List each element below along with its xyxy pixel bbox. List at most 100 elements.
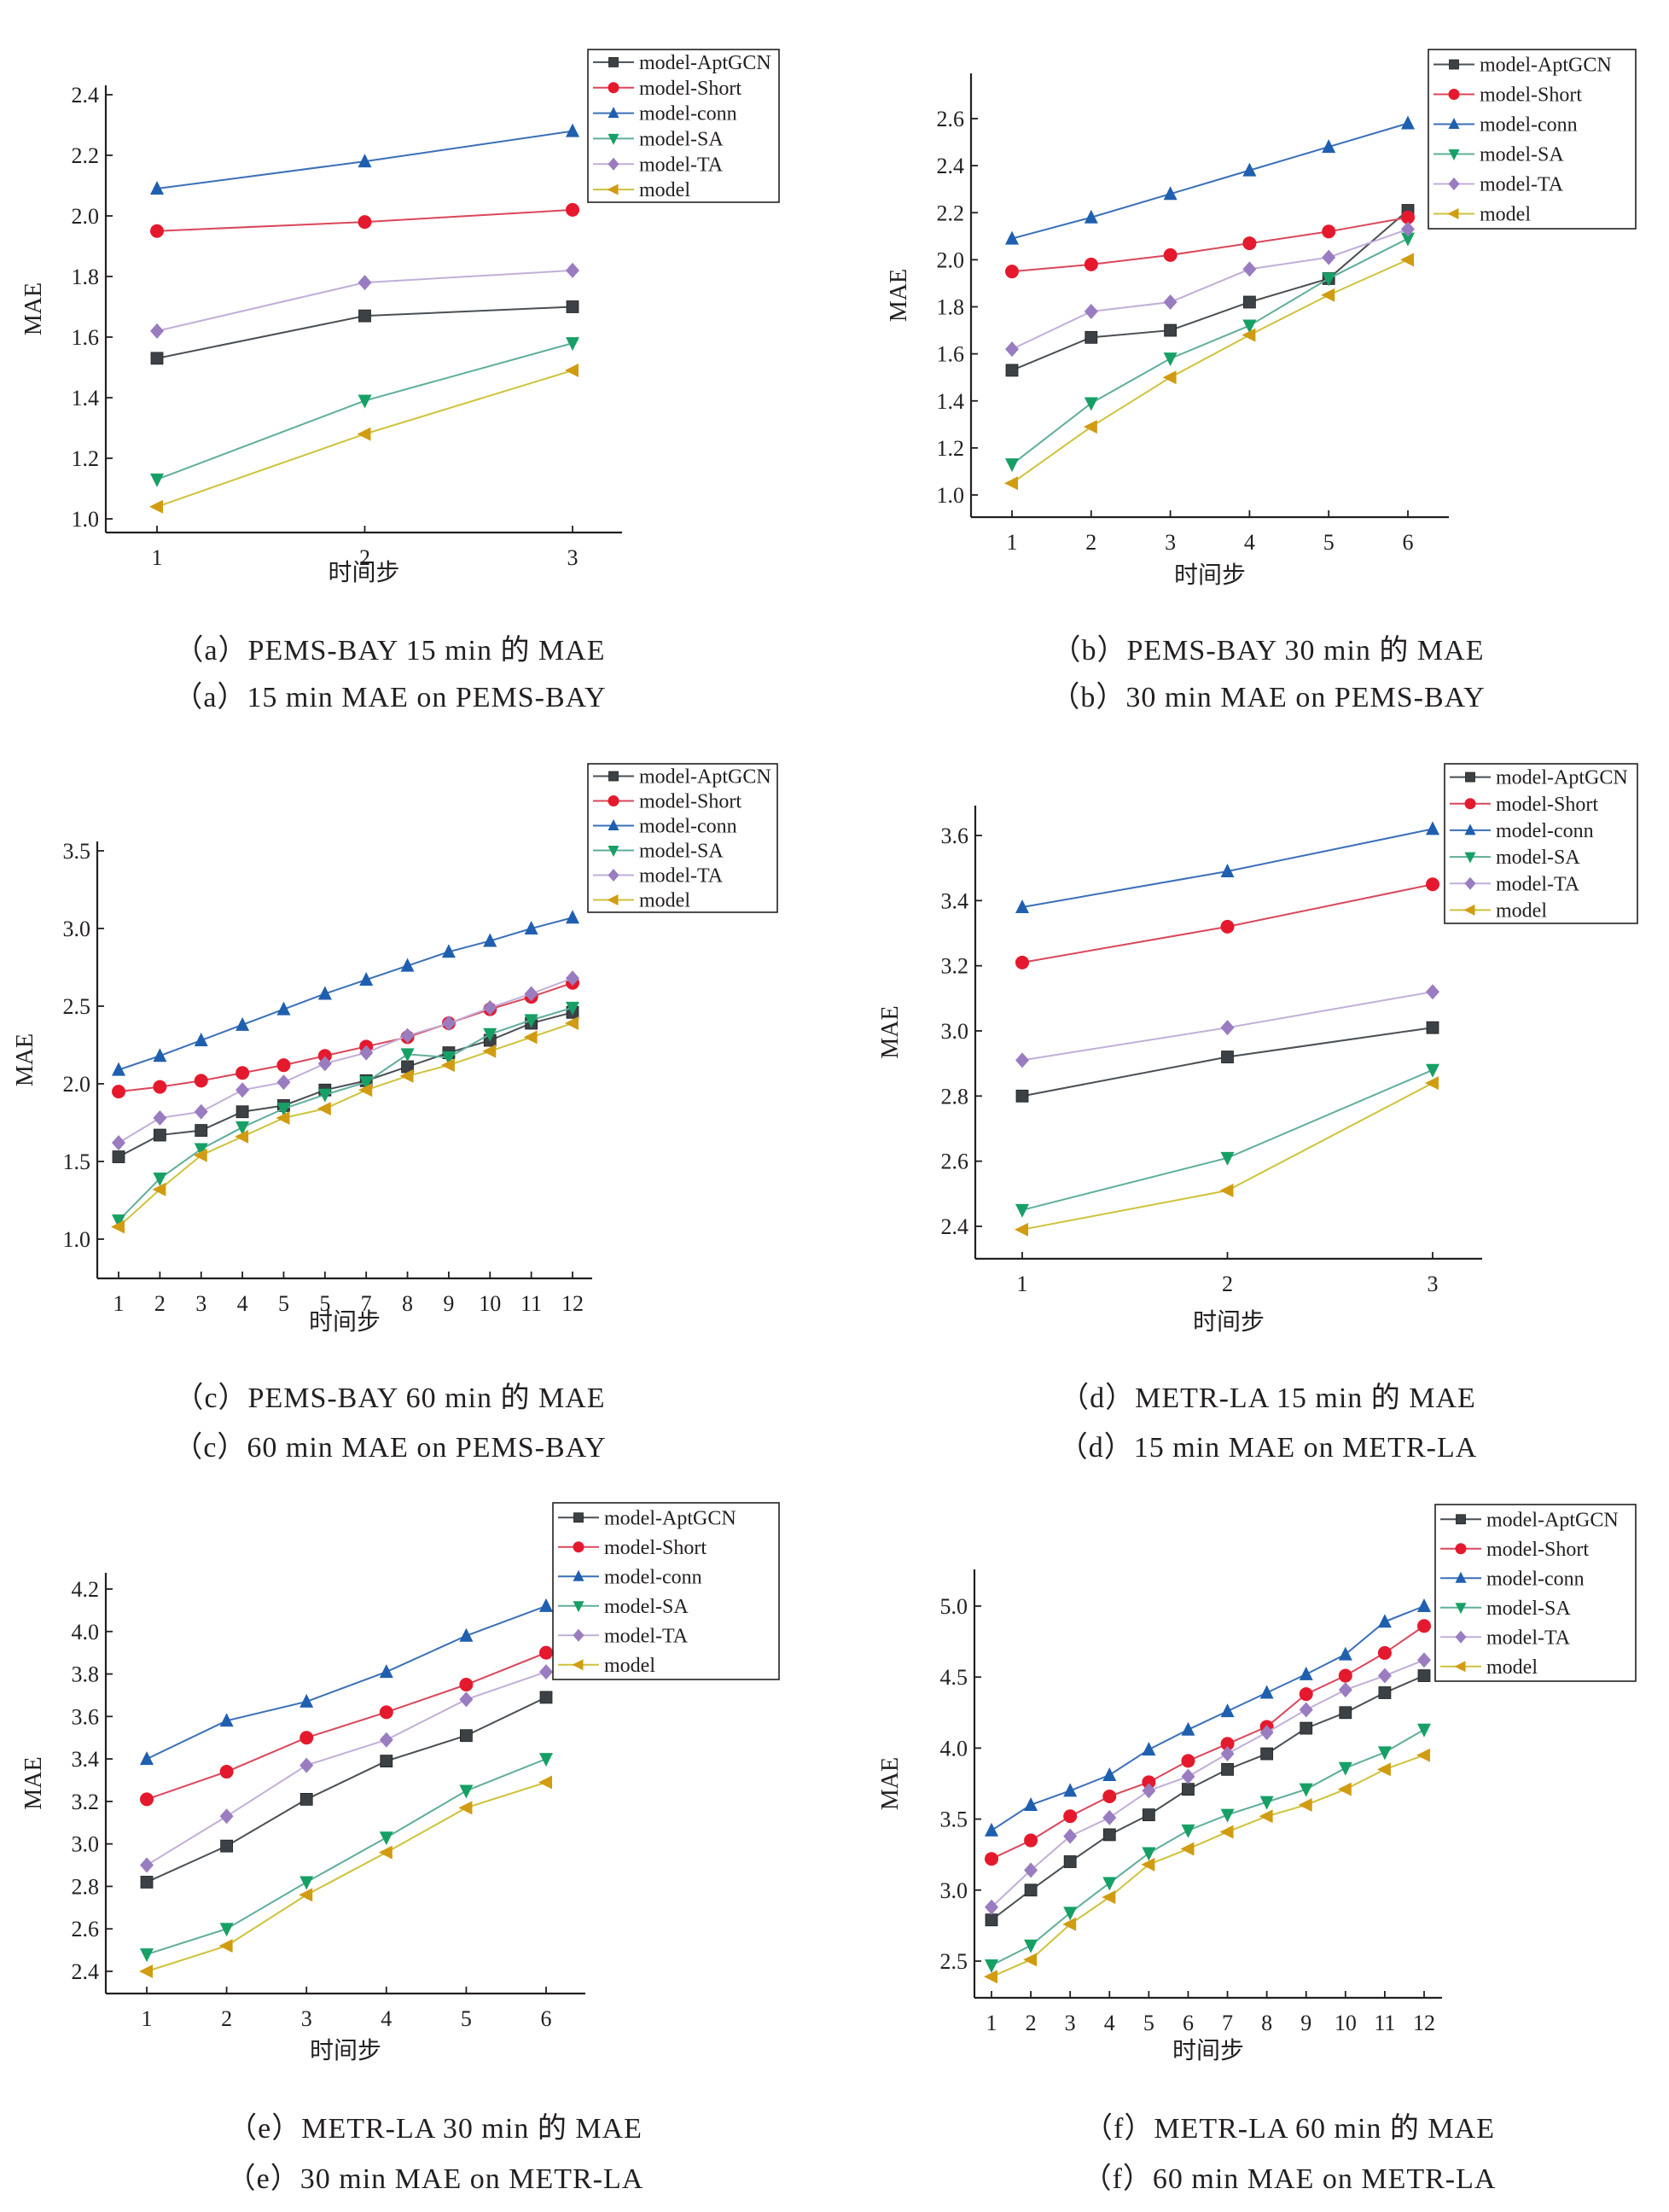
data-point-model-conn bbox=[1417, 1598, 1431, 1612]
legend-label: model-Short bbox=[1496, 794, 1598, 816]
caption-d-en: （d）15 min MAE on METR-LA bbox=[1058, 1432, 1478, 1464]
data-point-model-Short bbox=[539, 1645, 553, 1660]
data-point-model bbox=[1219, 1825, 1234, 1839]
data-point-model-Short bbox=[1084, 257, 1098, 271]
data-point-model-SA bbox=[1063, 1906, 1078, 1921]
x-tick-label: 3 bbox=[195, 1291, 206, 1316]
chart-f: 1 2 3 4 5 6 7 8 9 10 11 122.53.03.54.04.55.0时间步MAEm… bbox=[877, 1504, 1637, 2064]
legend-marker-model-TA bbox=[1448, 178, 1460, 190]
data-point-model-SA bbox=[236, 1121, 250, 1135]
x-tick-label: 1 bbox=[142, 2006, 153, 2031]
data-point-model bbox=[1015, 1222, 1028, 1237]
y-tick-label: 2.6 bbox=[937, 107, 965, 131]
x-axis-title: 时间步 bbox=[309, 1308, 381, 1336]
legend-label: model bbox=[1496, 899, 1547, 922]
data-point-model-AptGCN bbox=[1142, 1808, 1155, 1822]
data-point-model-AptGCN bbox=[1300, 1721, 1313, 1735]
y-tick-label: 3.0 bbox=[941, 1019, 969, 1044]
x-tick-label: 1 bbox=[152, 545, 163, 570]
chart-a: 1 2 3 1.0 1.2 1.4 1.6 1.8 2.0 2.2 2.4 时间步 MAE model-A… bbox=[20, 49, 780, 586]
data-point-model-SA bbox=[1142, 1847, 1156, 1861]
y-tick-label: 1.6 bbox=[937, 342, 965, 367]
legend-marker-model-conn bbox=[1455, 1571, 1467, 1583]
y-tick-label: 4.2 bbox=[72, 1577, 100, 1602]
data-point-model-Short bbox=[1299, 1687, 1313, 1702]
x-tick-label: 4 bbox=[237, 1291, 248, 1316]
data-point-model-conn bbox=[483, 933, 497, 947]
data-point-model-SA bbox=[112, 1214, 125, 1229]
x-tick-label: 11 bbox=[1374, 2011, 1395, 2035]
y-tick-label: 4.0 bbox=[940, 1736, 968, 1761]
data-point-model bbox=[565, 1016, 579, 1031]
x-tick-label: 4 bbox=[1244, 530, 1255, 555]
legend-label: model-Short bbox=[639, 78, 741, 100]
y-tick-label: 1.2 bbox=[72, 446, 100, 471]
series-line-model-AptGCN bbox=[1011, 209, 1409, 371]
series-line-model bbox=[146, 1781, 547, 1972]
data-point-model-AptGCN bbox=[1221, 1051, 1234, 1063]
data-point-model-Short bbox=[299, 1731, 314, 1745]
data-point-model-conn bbox=[1181, 1721, 1195, 1736]
data-point-model bbox=[565, 364, 579, 378]
data-point-model-TA bbox=[379, 1732, 393, 1748]
data-point-model-Short bbox=[1242, 236, 1257, 251]
data-point-model bbox=[1242, 328, 1256, 342]
data-point-model bbox=[399, 1068, 414, 1083]
data-point-model bbox=[1425, 1076, 1439, 1091]
x-tick-label: 2 bbox=[359, 545, 370, 570]
data-point-model bbox=[149, 499, 163, 514]
data-point-model-SA bbox=[1220, 1151, 1235, 1166]
x-tick-label: 5 bbox=[1323, 530, 1335, 555]
y-tick-label: 3.0 bbox=[63, 917, 91, 941]
data-point-model-SA bbox=[1299, 1783, 1313, 1797]
series-line-model-SA bbox=[991, 1728, 1425, 1966]
data-point-model-TA bbox=[299, 1757, 314, 1773]
legend-box bbox=[552, 1502, 780, 1680]
series-line-model bbox=[991, 1754, 1425, 1978]
x-tick-label: 12 bbox=[561, 1291, 584, 1316]
data-point-model-SA bbox=[379, 1831, 393, 1846]
x-tick-label: 3 bbox=[1428, 1272, 1439, 1296]
data-point-model-conn bbox=[299, 1693, 314, 1708]
legend-marker-model-AptGCN bbox=[573, 1512, 584, 1523]
series-line-model-SA bbox=[1011, 237, 1409, 465]
y-axis-title: MAE bbox=[12, 1033, 38, 1086]
caption-b-en: （b）30 min MAE on PEMS-BAY bbox=[1050, 682, 1486, 713]
data-point-model-TA bbox=[483, 999, 497, 1016]
data-point-model bbox=[538, 1775, 552, 1790]
caption-f-en: （f）60 min MAE on METR-LA bbox=[1082, 2163, 1497, 2195]
x-axis-title: 时间步 bbox=[1172, 2037, 1244, 2064]
data-point-model-Short bbox=[1220, 919, 1235, 934]
y-tick-label: 3.8 bbox=[72, 1662, 100, 1687]
x-tick-label: 2 bbox=[221, 2006, 232, 2031]
legend-marker-model-SA bbox=[1464, 852, 1476, 864]
y-tick-label: 2.6 bbox=[72, 1917, 100, 1941]
y-tick-label: 1.4 bbox=[72, 386, 100, 410]
data-point-model-TA bbox=[1063, 1828, 1078, 1844]
data-point-model-TA bbox=[153, 1110, 167, 1126]
data-point-model-AptGCN bbox=[1417, 1669, 1431, 1682]
legend-marker-model-AptGCN bbox=[608, 771, 619, 782]
data-point-model-TA bbox=[194, 1103, 208, 1120]
series-line-model-TA bbox=[1011, 228, 1409, 351]
legend-marker-model bbox=[1447, 208, 1459, 219]
data-point-model-AptGCN bbox=[380, 1755, 393, 1768]
data-point-model-Short bbox=[1005, 265, 1019, 279]
legend-marker-model-conn bbox=[573, 1569, 584, 1581]
x-tick-label: 3 bbox=[1165, 530, 1176, 555]
data-point-model-Short bbox=[1015, 955, 1029, 969]
legend-marker-model-TA bbox=[608, 869, 619, 882]
data-point-model-AptGCN bbox=[358, 309, 371, 323]
legend-label: model-SA bbox=[1480, 144, 1564, 166]
data-point-model-AptGCN bbox=[460, 1729, 473, 1743]
x-tick-label: 7 bbox=[361, 1291, 372, 1316]
caption-f-cn: （f）METR-LA 60 min 的 MAE bbox=[1084, 2113, 1495, 2145]
legend-marker-model-AptGCN bbox=[1456, 1514, 1466, 1525]
x-axis-title: 时间步 bbox=[310, 2037, 381, 2064]
series-line-model bbox=[118, 1022, 573, 1228]
y-tick-label: 1.0 bbox=[937, 483, 965, 508]
data-point-model-Short bbox=[1401, 210, 1415, 224]
legend-marker-model-Short bbox=[573, 1541, 584, 1553]
data-point-model-TA bbox=[539, 1664, 553, 1680]
data-point-model bbox=[1416, 1748, 1430, 1762]
